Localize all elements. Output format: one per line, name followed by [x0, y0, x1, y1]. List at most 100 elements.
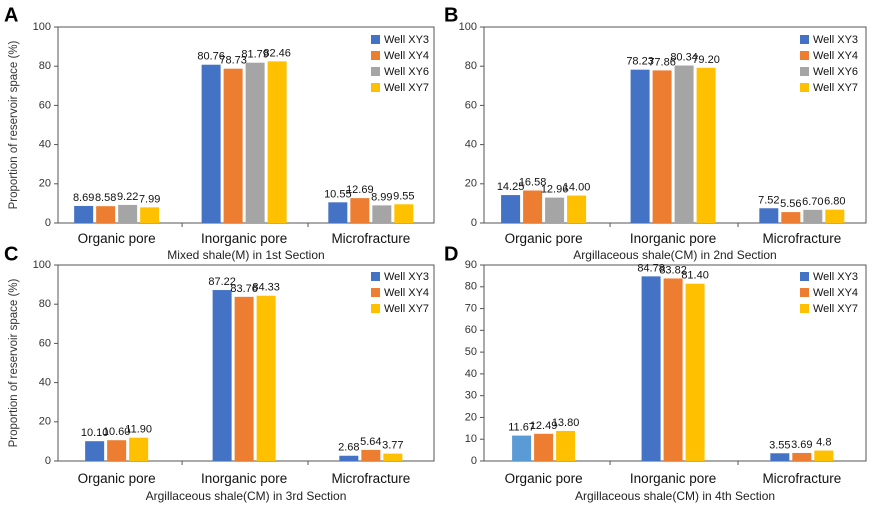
y-tick-label: 90: [465, 259, 477, 271]
panel-letter: A: [4, 4, 18, 26]
legend: Well XY3 Well XY4 Well XY6 Well XY7: [800, 34, 858, 94]
data-label: 2.68: [338, 442, 359, 454]
legend-label: Well XY6: [813, 66, 858, 78]
legend-swatch: [800, 288, 809, 297]
bar-well-xy6-inorganic-pore: [245, 62, 265, 223]
bar-well-xy4-microfracture: [792, 452, 812, 461]
bar-well-xy6-organic-pore: [545, 197, 565, 223]
y-tick-label: 40: [465, 368, 477, 380]
data-label: 9.55: [393, 190, 414, 202]
y-tick-label: 0: [45, 217, 51, 229]
bar-well-xy7-inorganic-pore: [256, 295, 276, 461]
legend-label: Well XY3: [384, 34, 429, 46]
bar-well-xy4-microfracture: [781, 212, 801, 223]
y-tick-label: 80: [465, 60, 477, 72]
legend-label: Well XY6: [384, 66, 429, 78]
y-tick-label: 20: [39, 178, 51, 190]
data-label: 3.55: [769, 439, 790, 451]
legend-label: Well XY4: [384, 50, 429, 62]
data-label: 82.46: [263, 47, 291, 59]
bar-well-xy6-organic-pore: [118, 204, 138, 223]
bar-well-xy7-microfracture: [394, 204, 414, 223]
legend-swatch: [800, 67, 809, 76]
data-label: 84.78: [637, 262, 665, 274]
bar-well-xy7-inorganic-pore: [267, 61, 287, 223]
data-label: 9.22: [117, 191, 138, 203]
bar-well-xy4-organic-pore: [107, 440, 127, 461]
legend-label: Well XY7: [813, 82, 858, 94]
y-axis-title: Proportion of reservoir space (%): [8, 40, 20, 209]
x-axis-title: Argillaceous shale(CM) in 4th Section: [575, 489, 775, 503]
bar-well-xy3-organic-pore: [501, 195, 521, 223]
bar-well-xy4-microfracture: [361, 449, 381, 461]
legend-swatch: [800, 304, 809, 313]
bar-well-xy3-organic-pore: [74, 205, 94, 223]
data-label: 87.22: [208, 276, 236, 288]
y-tick-label: 10: [465, 433, 477, 445]
bar-well-xy7-organic-pore: [556, 430, 576, 461]
x-category-label: Microfracture: [331, 231, 410, 246]
x-axis-title: Mixed shale(M) in 1st Section: [167, 248, 324, 262]
legend: Well XY3 Well XY4 Well XY6 Well XY7: [371, 34, 429, 94]
bar-well-xy6-microfracture: [372, 205, 392, 223]
y-tick-label: 0: [45, 455, 51, 467]
x-category-label: Organic pore: [505, 471, 583, 486]
chart-panel-d: D 0 10 20 30 40 50 60 70 80 90 Organic pore 11.6712.…: [444, 243, 867, 503]
y-tick-label: 100: [459, 21, 477, 33]
bar-well-xy7-inorganic-pore: [696, 67, 716, 223]
data-label: 80.76: [197, 51, 225, 63]
data-label: 4.8: [816, 437, 831, 449]
bar-well-xy7-microfracture: [814, 450, 834, 461]
bar-well-xy3-inorganic-pore: [201, 64, 221, 223]
y-tick-label: 0: [471, 217, 477, 229]
y-tick-label: 20: [465, 411, 477, 423]
data-label: 8.58: [95, 192, 116, 204]
bar-well-xy3-organic-pore: [512, 435, 532, 461]
data-label: 3.77: [382, 440, 403, 452]
data-label: 11.67: [508, 422, 535, 434]
x-category-label: Inorganic pore: [201, 231, 287, 246]
legend-swatch: [800, 83, 809, 92]
legend-swatch: [371, 83, 380, 92]
bar-well-xy4-inorganic-pore: [652, 70, 672, 223]
legend-swatch: [800, 35, 809, 44]
bar-well-xy7-inorganic-pore: [685, 283, 705, 461]
x-category-label: Organic pore: [505, 231, 583, 246]
x-category-label: Microfracture: [762, 471, 841, 486]
data-label: 80.34: [670, 52, 698, 64]
x-axis-title: Argillaceous shale(CM) in 3rd Section: [146, 489, 347, 503]
legend-swatch: [371, 51, 380, 60]
bar-well-xy6-inorganic-pore: [674, 65, 694, 223]
bar-well-xy3-microfracture: [759, 208, 779, 223]
y-tick-label: 60: [465, 99, 477, 111]
data-label: 12.96: [541, 184, 569, 196]
x-category-label: Microfracture: [331, 471, 410, 486]
x-axis-title: Argillaceous shale(CM) in 2nd Section: [573, 248, 776, 262]
y-tick-label: 0: [471, 455, 477, 467]
legend-swatch: [371, 35, 380, 44]
legend-label: Well XY7: [384, 82, 429, 94]
bar-well-xy3-inorganic-pore: [212, 290, 232, 461]
legend-label: Well XY3: [384, 271, 429, 283]
y-tick-label: 100: [33, 259, 51, 271]
data-label: 83.82: [659, 264, 687, 276]
data-label: 79.20: [692, 54, 720, 66]
bar-well-xy6-microfracture: [803, 209, 823, 223]
x-category-label: Organic pore: [78, 471, 156, 486]
data-label: 78.73: [219, 55, 247, 67]
legend-swatch: [371, 67, 380, 76]
legend-label: Well XY4: [813, 50, 858, 62]
y-tick-label: 80: [465, 281, 477, 293]
bar-well-xy3-inorganic-pore: [641, 276, 661, 461]
bar-well-xy3-inorganic-pore: [630, 69, 650, 224]
bar-well-xy7-microfracture: [825, 209, 845, 223]
data-label: 5.56: [780, 198, 801, 210]
data-label: 6.70: [802, 196, 823, 208]
panel-letter: B: [444, 4, 458, 26]
legend-swatch: [800, 272, 809, 281]
data-label: 10.55: [324, 188, 352, 200]
y-tick-label: 60: [39, 337, 51, 349]
data-label: 6.80: [824, 196, 845, 208]
y-tick-label: 40: [465, 139, 477, 151]
y-tick-label: 70: [465, 302, 477, 314]
